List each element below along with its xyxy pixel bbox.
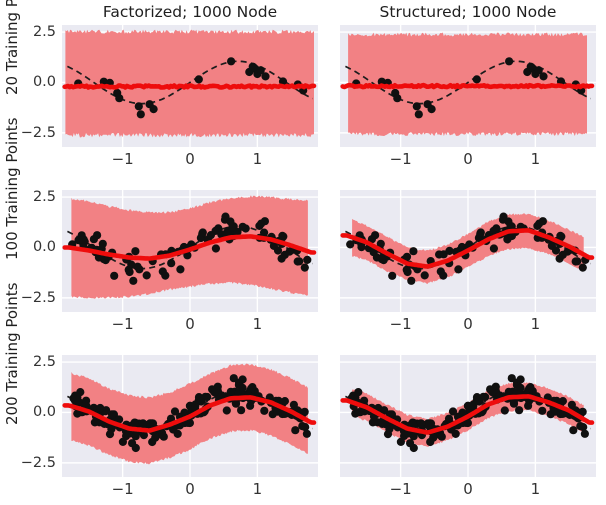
column-title-structured: Structured; 1000 Node <box>379 3 557 21</box>
true-function-dashed-line <box>67 60 313 105</box>
x-tick-label: −1 <box>111 150 134 168</box>
posterior-mean-line <box>340 82 595 90</box>
x-tick-label: 1 <box>530 480 541 498</box>
x-tick-label: 0 <box>463 480 473 498</box>
posterior-mean-line <box>62 83 317 90</box>
x-tick-label: −1 <box>389 315 412 333</box>
training-points-scatter <box>69 374 311 453</box>
x-tick-label: 0 <box>185 150 195 168</box>
x-tick-label: 0 <box>463 315 473 333</box>
subplot-structured-100 <box>340 190 596 316</box>
y-tick-label: 2.5 <box>32 189 56 206</box>
x-tick-label: −1 <box>111 315 134 333</box>
x-tick-label: 0 <box>463 150 473 168</box>
true-function-dashed-line <box>345 60 591 105</box>
y-tick-label: −2.5 <box>20 454 56 471</box>
x-tick-label: 1 <box>252 150 263 168</box>
subplot-canvas-factorized-20 <box>62 25 318 147</box>
posterior-mean-line <box>62 234 317 261</box>
y-tick-label: −2.5 <box>20 124 56 141</box>
y-tick-label: 0.0 <box>32 239 56 256</box>
y-tick-label: −2.5 <box>20 289 56 306</box>
x-tick-label: −1 <box>389 480 412 498</box>
x-tick-label: −1 <box>111 480 134 498</box>
x-tick-label: 1 <box>530 150 541 168</box>
subplot-canvas-factorized-200 <box>62 355 318 477</box>
subplot-structured-200 <box>340 355 596 481</box>
y-tick-label: 0.0 <box>32 404 56 421</box>
x-tick-label: 0 <box>185 315 195 333</box>
y-tick-label: 0.0 <box>32 74 56 91</box>
subplot-canvas-structured-20 <box>340 25 596 147</box>
subplot-structured-20 <box>340 25 596 151</box>
y-tick-label: 2.5 <box>32 24 56 41</box>
subplot-factorized-20 <box>62 25 318 151</box>
posterior-mean-line <box>340 394 595 435</box>
x-tick-label: 1 <box>252 315 263 333</box>
subplot-canvas-factorized-100 <box>62 190 318 312</box>
x-tick-label: −1 <box>389 150 412 168</box>
posterior-mean-line <box>340 228 595 269</box>
x-tick-label: 1 <box>530 315 541 333</box>
column-title-factorized: Factorized; 1000 Node <box>102 3 278 21</box>
subplot-factorized-100 <box>62 190 318 316</box>
posterior-mean-line <box>62 395 317 433</box>
x-tick-label: 1 <box>252 480 263 498</box>
subplot-canvas-structured-200 <box>340 355 596 477</box>
y-tick-label: 2.5 <box>32 354 56 371</box>
subplot-canvas-structured-100 <box>340 190 596 312</box>
x-tick-label: 0 <box>185 480 195 498</box>
subplot-factorized-200 <box>62 355 318 481</box>
